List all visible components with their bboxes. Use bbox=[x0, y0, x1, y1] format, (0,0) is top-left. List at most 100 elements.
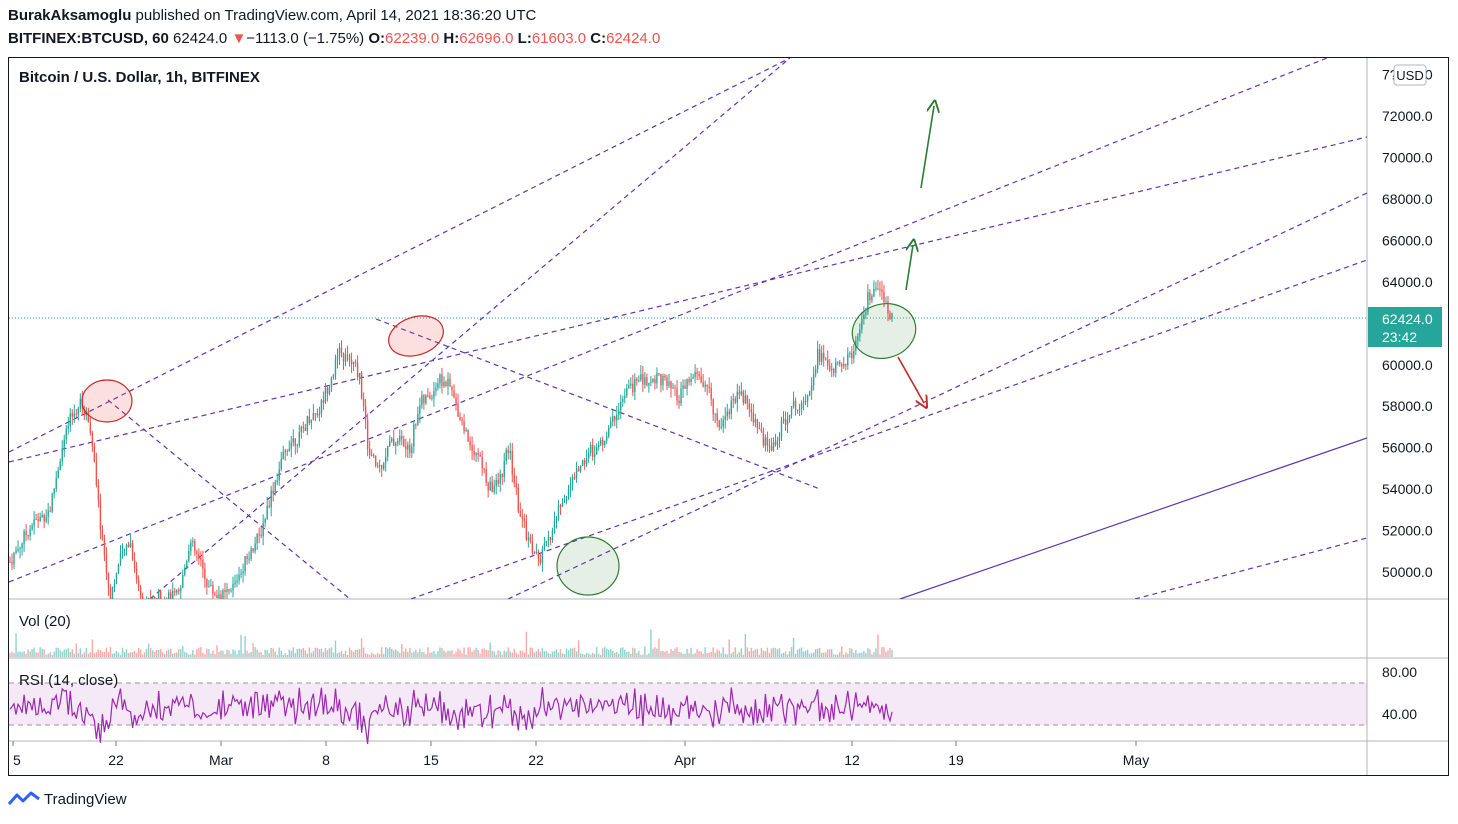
volume-bar bbox=[827, 649, 829, 657]
long-up-arrow[interactable] bbox=[920, 106, 934, 189]
volume-bar bbox=[336, 653, 339, 657]
candle-body bbox=[87, 411, 90, 423]
candle-body bbox=[712, 399, 714, 415]
candle-body bbox=[463, 421, 465, 432]
swing-high-ellipse-2[interactable] bbox=[383, 309, 448, 362]
volume-bar bbox=[766, 647, 769, 657]
volume-bar bbox=[405, 648, 407, 657]
candle-body bbox=[298, 431, 301, 446]
volume-bar bbox=[467, 647, 469, 657]
volume-bar bbox=[736, 653, 738, 657]
candle-body bbox=[178, 589, 180, 592]
trend-line-dashed[interactable] bbox=[149, 58, 791, 599]
candle-body bbox=[174, 590, 176, 593]
candle-body bbox=[157, 591, 160, 599]
candle-body bbox=[393, 438, 395, 446]
candle-body bbox=[841, 364, 843, 367]
volume-bar bbox=[282, 654, 284, 657]
volume-bar bbox=[726, 654, 728, 657]
volume-bar bbox=[310, 652, 313, 657]
trend-line-dashed[interactable] bbox=[507, 192, 1367, 599]
candle-body bbox=[234, 582, 236, 584]
volume-bar bbox=[535, 651, 538, 657]
candle-body bbox=[370, 454, 373, 456]
trend-line-solid[interactable] bbox=[899, 437, 1367, 599]
volume-bar bbox=[340, 650, 343, 657]
volume-bar bbox=[887, 650, 889, 657]
time-tick-label: 5 bbox=[13, 752, 21, 768]
volume-bar bbox=[35, 652, 37, 657]
candle-body bbox=[461, 419, 463, 422]
volume-bar bbox=[575, 651, 578, 657]
volume-bar bbox=[624, 649, 626, 657]
current-ellipse[interactable] bbox=[846, 297, 922, 366]
candle-body bbox=[13, 552, 15, 565]
candle-body bbox=[792, 400, 795, 407]
volume-bar bbox=[264, 649, 266, 657]
candle-body bbox=[188, 550, 190, 561]
candle-body bbox=[766, 437, 769, 446]
low-label: L: bbox=[517, 30, 532, 47]
trend-line-dashed[interactable] bbox=[107, 399, 351, 599]
trend-line-dashed[interactable] bbox=[410, 259, 1367, 599]
candle-body bbox=[495, 479, 497, 486]
swing-low-ellipse[interactable] bbox=[556, 536, 620, 596]
volume-bar bbox=[198, 647, 200, 657]
candle-body bbox=[125, 544, 128, 550]
candle-body bbox=[879, 289, 881, 291]
candle-body bbox=[808, 391, 811, 396]
volume-bar bbox=[591, 652, 594, 657]
trend-line-dashed[interactable] bbox=[375, 318, 821, 490]
volume-bar bbox=[831, 649, 833, 657]
trend-line-dashed[interactable] bbox=[9, 136, 1367, 463]
volume-bar bbox=[885, 651, 887, 657]
candle-body bbox=[700, 376, 702, 383]
candle-body bbox=[782, 419, 785, 422]
candle-body bbox=[595, 447, 598, 455]
volume-bar bbox=[254, 647, 256, 657]
candle-body bbox=[411, 446, 413, 454]
volume-bar bbox=[276, 654, 278, 657]
volume-bar bbox=[151, 650, 154, 657]
volume-bar bbox=[161, 652, 164, 657]
currency-badge-label: USD bbox=[1396, 68, 1423, 83]
candle-body bbox=[51, 493, 53, 512]
volume-bar bbox=[75, 643, 78, 657]
candle-body bbox=[360, 373, 363, 399]
candle-body bbox=[294, 438, 296, 446]
trend-line-dashed[interactable] bbox=[9, 58, 1328, 583]
short-up-arrow[interactable] bbox=[905, 245, 913, 291]
swing-high-ellipse-1[interactable] bbox=[81, 379, 133, 423]
candle-body bbox=[736, 391, 738, 403]
volume-bar bbox=[441, 648, 443, 657]
volume-bar bbox=[891, 650, 893, 657]
footer-brand[interactable]: TradingView bbox=[44, 790, 127, 808]
candle-body bbox=[738, 391, 741, 395]
candle-body bbox=[885, 301, 887, 303]
volume-bar bbox=[555, 649, 558, 657]
trend-line-dashed[interactable] bbox=[9, 58, 791, 453]
candle-body bbox=[668, 381, 670, 386]
trend-line-dashed[interactable] bbox=[1134, 537, 1367, 599]
candle-body bbox=[238, 574, 240, 581]
candle-body bbox=[344, 354, 347, 362]
volume-bar bbox=[589, 654, 592, 657]
down-arrow[interactable] bbox=[897, 356, 924, 403]
volume-bar bbox=[768, 652, 771, 657]
volume-bar bbox=[824, 652, 827, 657]
author-name[interactable]: BurakAksamoglu bbox=[8, 7, 132, 24]
volume-bar bbox=[47, 653, 49, 657]
volume-bar bbox=[820, 652, 823, 657]
volume-bar bbox=[288, 649, 290, 657]
volume-bar bbox=[493, 651, 495, 657]
candle-body bbox=[194, 541, 196, 552]
volume-bar bbox=[427, 647, 429, 657]
candle-body bbox=[45, 516, 47, 522]
candle-body bbox=[236, 580, 238, 583]
close-value: 62424.0 bbox=[606, 30, 661, 47]
volume-bar bbox=[475, 647, 477, 657]
candle-body bbox=[210, 585, 212, 587]
currency-badge[interactable] bbox=[1393, 64, 1427, 86]
candle-body bbox=[198, 553, 200, 558]
